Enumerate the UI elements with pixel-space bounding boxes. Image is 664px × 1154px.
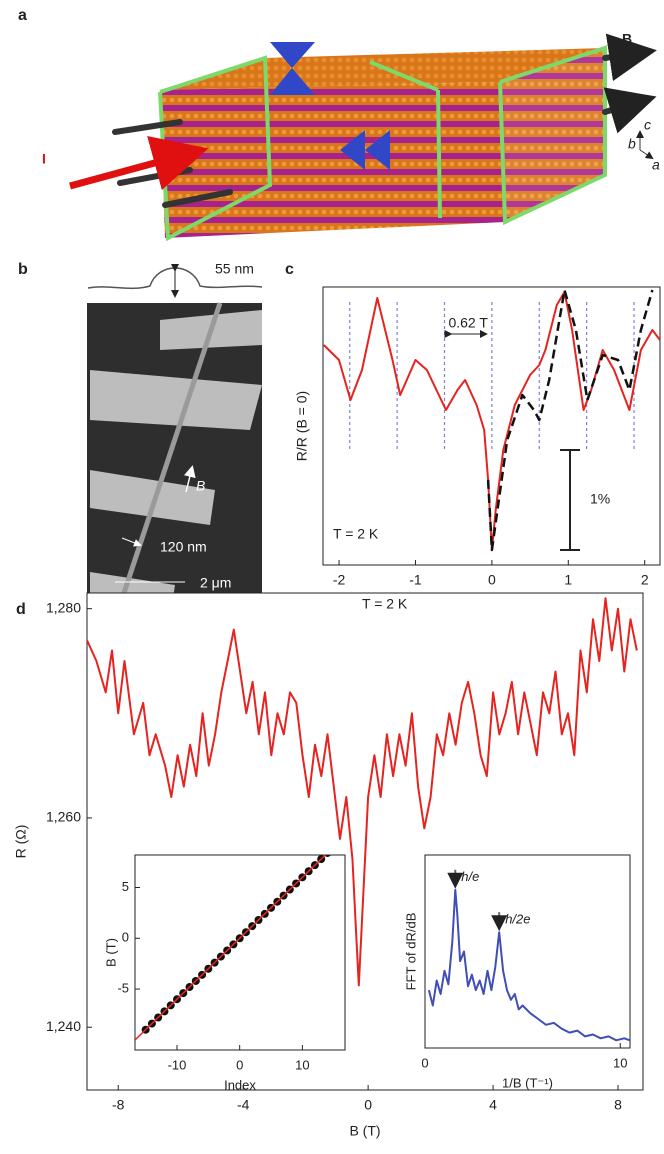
axis-b: b [628,136,636,152]
y-axis-label: FFT of dR/dB [403,913,418,991]
period-label: 0.62 T [448,315,488,331]
x-tick-label: 8 [614,1097,622,1113]
leads [112,33,657,208]
chart: -10 0 10 -5 0 5 Index B (T) [103,854,346,1092]
y-axis-label: R/R (B = 0) [294,391,310,461]
y-tick-label: 1,280 [46,599,81,615]
peak-label: h/e [461,869,479,884]
y-axis-label: R (Ω) [13,825,29,859]
x-axis-label: Index [224,1077,256,1092]
panel-label: d [16,601,26,618]
field-label: B [622,31,632,47]
y-tick-label: -5 [117,981,129,996]
height-label: 55 nm [215,261,254,277]
chart: 0 10 1/B (T⁻¹) FFT of dR/dB h/e h/2e [403,854,631,1090]
current-arrow [69,136,209,191]
current-label: I [42,151,46,167]
sem-image [87,303,262,605]
crystal-end [500,48,605,222]
x-tick-label: 10 [295,1057,309,1072]
plot-frame [134,854,346,1051]
panel-b: b 55 nm B 120 nm 2 μm [18,261,263,606]
chart: c-2-1012B (T)R/R (B = 0)0.62 T1%T = 2 K [285,261,661,614]
field-arrow [183,465,196,493]
panel-label: a [18,7,27,24]
width-label: 120 nm [160,539,207,555]
x-axis-label: B (T) [349,1123,380,1139]
x-tick-label: 0 [364,1097,372,1113]
x-tick-label: -2 [333,572,346,588]
annotation: T = 2 K [333,526,379,542]
y-tick-label: 5 [122,879,129,894]
x-axis-label: 1/B (T⁻¹) [502,1075,553,1090]
data-line [427,888,630,1042]
panel-label: b [18,261,28,278]
fit-line [135,855,327,1041]
x-tick-label: -4 [237,1097,250,1113]
y-tick-label: 0 [122,930,129,945]
data-line [323,291,660,551]
x-tick-label: 1 [564,572,572,588]
y-tick-label: 1,240 [46,1018,81,1034]
x-tick-label: -1 [409,572,422,588]
y-tick-label: 1,260 [46,809,81,825]
data-line [486,288,654,552]
x-tick-label: -8 [112,1097,125,1113]
axis-c: c [644,117,651,133]
scale-label: 1% [590,491,610,507]
annotation: T = 2 K [362,596,408,612]
x-tick-label: 10 [613,1055,627,1070]
panel-label: c [285,261,294,278]
x-tick-label: 0 [421,1055,428,1070]
dirac-cone-side [340,130,390,170]
x-tick-label: 2 [641,572,649,588]
data-line [87,597,638,987]
x-tick-label: 0 [488,572,496,588]
x-tick-label: 4 [489,1097,497,1113]
scale-label: 2 μm [200,575,231,591]
field-label: B [196,478,205,494]
panel-a: a I B c b a [18,7,660,242]
x-tick-label: 0 [236,1057,243,1072]
axis-a: a [652,157,660,173]
peak-label: h/2e [505,912,530,927]
x-tick-label: -10 [168,1057,187,1072]
dirac-cone [270,42,315,95]
y-axis-label: B (T) [103,938,118,967]
nanoribbon [117,302,223,606]
axes-glyph [636,130,654,160]
width-arrow [121,537,142,547]
